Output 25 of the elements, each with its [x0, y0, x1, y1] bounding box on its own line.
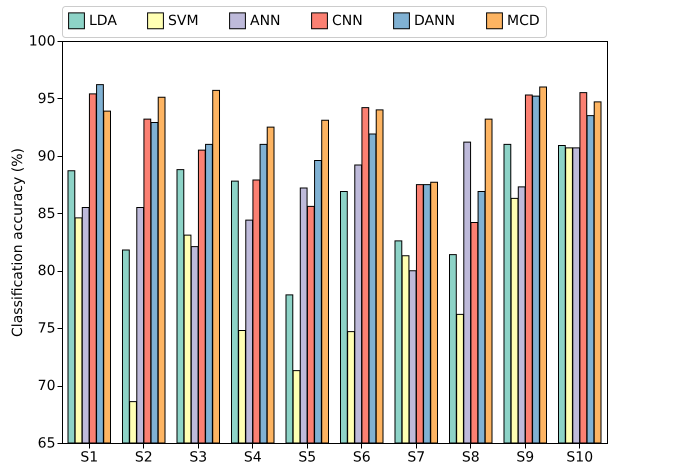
- y-tick-label: 95: [38, 90, 56, 107]
- x-tick-label: S4: [244, 450, 262, 466]
- y-tick-label: 100: [28, 34, 56, 50]
- y-tick-label: 75: [38, 320, 56, 337]
- legend-label: SVM: [168, 12, 199, 29]
- x-tick-label: S5: [298, 450, 316, 466]
- legend-label: MCD: [507, 12, 540, 29]
- y-tick-label: 70: [38, 378, 56, 394]
- legend-label: LDA: [89, 12, 118, 29]
- y-tick-label: 80: [38, 263, 56, 280]
- legend-label: ANN: [250, 12, 281, 29]
- y-tick-label: 65: [38, 436, 56, 452]
- x-tick-label: S8: [462, 450, 480, 466]
- y-tick-label: 85: [38, 206, 56, 222]
- y-tick-label: 90: [38, 148, 56, 164]
- x-tick-label: S1: [80, 450, 98, 466]
- x-tick-label: S3: [189, 450, 208, 466]
- x-tick-label: S2: [134, 450, 153, 466]
- legend-label: CNN: [332, 12, 363, 29]
- legend-label: DANN: [414, 12, 456, 29]
- y-axis-title: Classification accuracy (%): [10, 148, 26, 337]
- x-tick-label: S7: [407, 450, 426, 466]
- x-tick-label: S9: [516, 450, 534, 466]
- x-tick-label: S6: [352, 450, 371, 466]
- x-tick-label: S10: [566, 450, 594, 466]
